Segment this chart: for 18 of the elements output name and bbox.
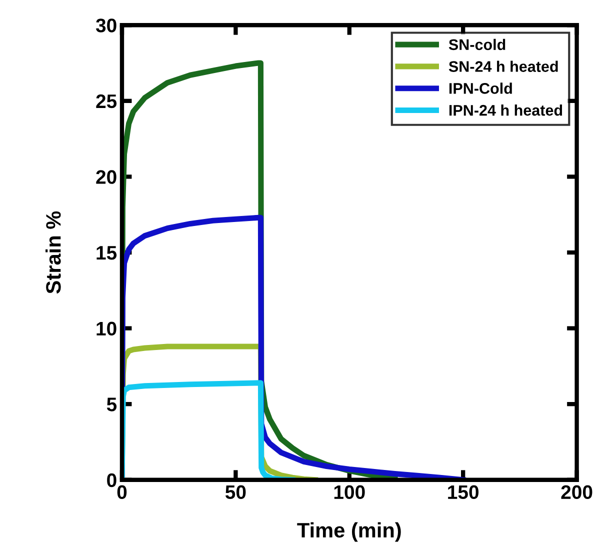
y-tick-label: 5 bbox=[106, 398, 117, 412]
y-tick-label: 30 bbox=[96, 18, 116, 32]
y-tick-label: 0 bbox=[107, 473, 116, 488]
x-axis-title: Time (min) bbox=[297, 522, 401, 542]
x-tick-label: 150 bbox=[448, 485, 479, 500]
legend-label: IPN-Cold bbox=[449, 82, 512, 94]
y-tick-label: 15 bbox=[96, 246, 117, 260]
y-tick-label: 20 bbox=[96, 170, 116, 184]
y-tick-label: 10 bbox=[96, 322, 116, 336]
y-tick-label: 25 bbox=[96, 94, 117, 108]
x-tick-label: 0 bbox=[117, 485, 127, 500]
y-axis-title: Strain % bbox=[46, 211, 61, 294]
x-tick-label: 100 bbox=[334, 485, 365, 500]
legend-label: SN-24 h heated bbox=[448, 60, 558, 72]
legend-label: IPN-24 h heated bbox=[449, 104, 562, 116]
legend-label: SN-cold bbox=[448, 38, 506, 50]
x-tick-label: 200 bbox=[561, 485, 592, 500]
x-tick-label: 50 bbox=[225, 485, 246, 500]
